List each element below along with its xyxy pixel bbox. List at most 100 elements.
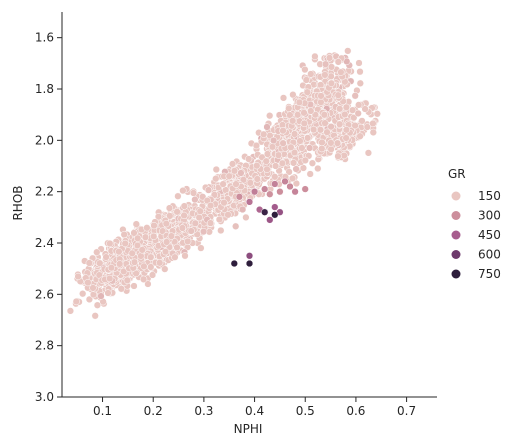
scatter-point [239, 176, 248, 184]
scatter-point [318, 138, 326, 147]
scatter-point [96, 259, 104, 267]
scatter-point [224, 211, 232, 219]
scatter-point [321, 119, 329, 127]
scatter-point [232, 222, 240, 230]
scatter-point [269, 136, 278, 145]
scatter-point [278, 159, 287, 167]
scatter-point [228, 160, 237, 168]
scatter-point [106, 239, 114, 248]
legend-marker [451, 250, 461, 259]
scatter-point [180, 211, 188, 220]
scatter-point [316, 126, 325, 134]
scatter-point-highlight [291, 188, 299, 196]
scatter-point [238, 205, 247, 214]
scatter-point [191, 195, 199, 204]
scatter-point [162, 220, 170, 228]
scatter-point [279, 127, 287, 135]
scatter-point [336, 120, 344, 128]
y-tick-label: 2.6 [35, 287, 54, 301]
scatter-point [344, 47, 352, 55]
x-tick-label: 0.3 [194, 404, 213, 418]
scatter-point [321, 60, 330, 68]
scatter-point [373, 110, 381, 118]
scatter-point [74, 272, 82, 281]
scatter-point [306, 170, 314, 178]
scatter-point [206, 201, 215, 210]
scatter-point [290, 148, 299, 157]
scatter-point [134, 234, 142, 242]
scatter-point [289, 91, 297, 99]
scatter-point-highlight [286, 182, 294, 191]
scatter-point [289, 159, 298, 167]
scatter-point [178, 224, 187, 232]
scatter-point [212, 165, 220, 174]
scatter-point [327, 145, 335, 153]
scatter-point [72, 297, 80, 306]
scatter-point [180, 202, 188, 210]
scatter-point [348, 106, 357, 114]
scatter-point [167, 232, 176, 240]
x-tick-label: 0.7 [397, 404, 416, 418]
scatter-point [336, 105, 344, 113]
legend-title: GR [448, 167, 466, 181]
scatter-point [147, 253, 155, 261]
scatter-point [161, 248, 170, 256]
scatter-point [287, 143, 295, 151]
scatter-point [115, 248, 123, 256]
scatter-point [296, 137, 304, 145]
legend-marker [451, 230, 461, 240]
scatter-point [117, 285, 125, 293]
scatter-point [294, 111, 302, 119]
scatter-point-highlight [230, 259, 238, 268]
scatter-point [342, 134, 350, 142]
scatter-point [106, 274, 114, 283]
scatter-point [232, 180, 240, 188]
scatter-point [187, 227, 195, 235]
scatter-point-highlight [281, 177, 289, 186]
scatter-point [130, 258, 139, 266]
scatter-point [327, 139, 335, 147]
scatter-point [132, 220, 140, 228]
scatter-point [89, 284, 97, 292]
y-tick-label: 1.8 [35, 82, 54, 96]
scatter-point [358, 117, 366, 125]
legend-label: 300 [478, 209, 501, 223]
scatter-point [163, 238, 171, 246]
scatter-point [219, 180, 227, 188]
scatter-point [217, 226, 225, 235]
scatter-point [327, 79, 336, 87]
scatter-point [363, 123, 371, 131]
scatter-point [320, 111, 328, 119]
scatter-point [245, 155, 253, 163]
scatter-point [139, 275, 148, 283]
scatter-point [104, 289, 112, 297]
scatter-point [262, 157, 270, 165]
scatter-point [220, 199, 228, 207]
scatter-point-highlight [266, 216, 274, 224]
scatter-point [285, 104, 293, 113]
legend-label: 150 [478, 189, 501, 203]
scatter-point [292, 165, 300, 173]
scatter-point [154, 213, 163, 221]
scatter-point [325, 54, 334, 62]
scatter-point [133, 241, 142, 250]
scatter-point-highlight [271, 211, 279, 219]
x-tick-label: 0.4 [245, 404, 264, 418]
scatter-point [215, 215, 224, 224]
scatter-point [309, 125, 318, 134]
scatter-point [351, 121, 359, 130]
scatter-point [307, 70, 315, 78]
scatter-point [304, 134, 312, 142]
scatter-point [97, 292, 105, 300]
legend-marker [451, 191, 461, 201]
scatter-point [230, 167, 239, 175]
y-tick-label: 3.0 [35, 390, 54, 404]
scatter-point [203, 196, 211, 205]
scatter-point [341, 110, 349, 119]
scatter-point [85, 259, 93, 267]
scatter-point [369, 119, 377, 128]
scatter-point [307, 107, 315, 115]
scatter-point [174, 192, 182, 200]
x-tick-label: 0.5 [296, 404, 315, 418]
scatter-point [137, 252, 145, 260]
